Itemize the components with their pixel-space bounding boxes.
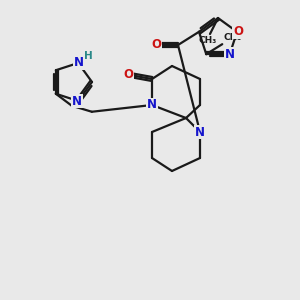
Text: O: O [123,68,133,82]
Text: N: N [147,98,157,112]
Text: CH₃: CH₃ [199,36,217,45]
Text: N: N [195,125,205,139]
Text: O: O [151,38,161,52]
Text: N: N [225,48,235,61]
Text: N: N [72,94,82,107]
Text: H: H [84,51,93,61]
Text: O: O [233,25,243,38]
Text: CH₃: CH₃ [223,33,242,42]
Text: N: N [74,56,84,70]
